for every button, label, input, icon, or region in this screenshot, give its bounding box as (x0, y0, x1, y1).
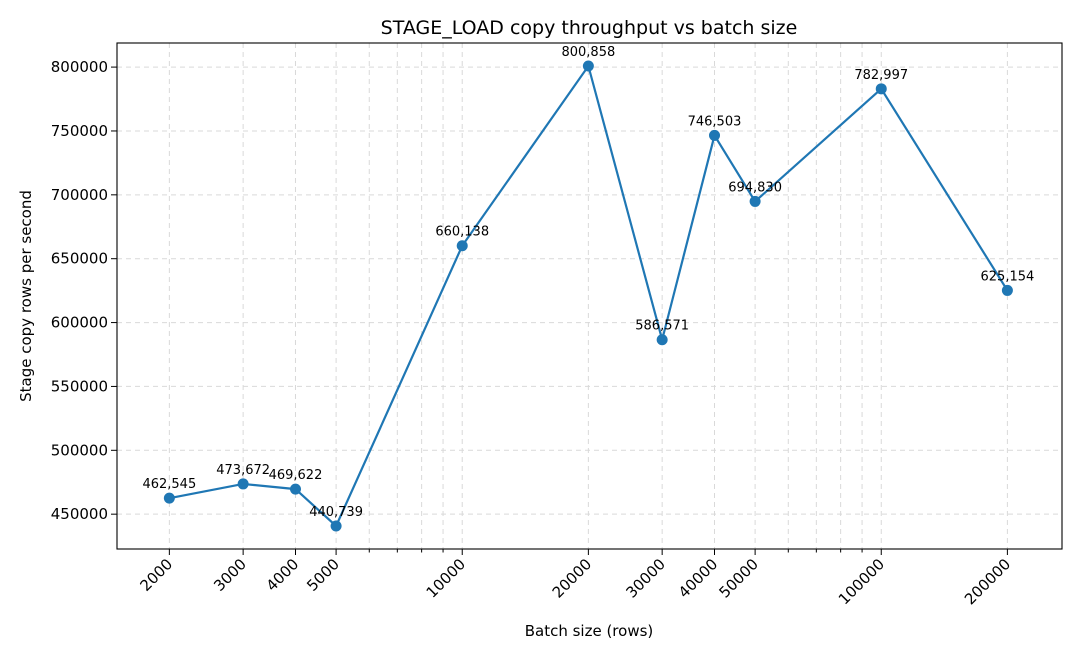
data-point (656, 334, 668, 346)
grid-layer (117, 43, 1062, 549)
plot-frame (116, 42, 1063, 550)
y-tick-label: 700000 (51, 186, 108, 204)
y-tick-label: 800000 (51, 58, 108, 76)
y-tick-label: 500000 (51, 441, 108, 459)
x-tick-label: 50000 (715, 555, 761, 601)
data-label: 440,739 (309, 505, 363, 520)
data-point (289, 483, 301, 495)
data-point (582, 60, 594, 72)
x-tick-label: 10000 (423, 555, 469, 601)
x-tick-label: 20000 (549, 555, 595, 601)
data-point (237, 478, 249, 490)
data-label: 694,830 (728, 180, 782, 195)
data-label: 469,622 (269, 468, 323, 483)
data-point (875, 83, 887, 95)
data-label: 660,138 (435, 225, 489, 240)
y-tick-label: 550000 (51, 377, 108, 395)
y-axis-label: Stage copy rows per second (17, 190, 35, 402)
data-label: 746,503 (688, 114, 742, 129)
x-tick-label: 5000 (303, 555, 343, 595)
y-tick-label: 450000 (51, 505, 108, 523)
data-label: 782,997 (854, 68, 908, 83)
data-point (749, 195, 761, 207)
x-tick-label: 200000 (961, 555, 1014, 608)
data-label: 625,154 (981, 269, 1035, 284)
data-point (163, 492, 175, 504)
chart-title: STAGE_LOAD copy throughput vs batch size (381, 17, 798, 39)
data-label: 473,672 (216, 463, 270, 478)
y-tick-label: 600000 (51, 314, 108, 332)
data-point (330, 520, 342, 532)
tick-layer: 2000 3000 4000 5000 10000 20000 30000 400005000… (51, 58, 1014, 608)
x-tick-label: 4000 (263, 555, 303, 595)
data-point (709, 129, 721, 141)
x-tick-label: 2000 (136, 555, 176, 595)
x-tick-label: 100000 (835, 555, 888, 608)
data-point (456, 240, 468, 252)
data-label: 586,571 (635, 319, 689, 334)
x-tick-label: 30000 (623, 555, 669, 601)
x-tick-label: 3000 (210, 555, 250, 595)
x-axis-label: Batch size (rows) (525, 622, 654, 640)
data-point (1001, 284, 1013, 296)
data-label: 800,858 (561, 45, 615, 60)
series-layer (163, 60, 1013, 532)
y-tick-label: 750000 (51, 122, 108, 140)
x-tick-label: 40000 (675, 555, 721, 601)
data-label: 462,545 (142, 477, 196, 492)
y-tick-label: 650000 (51, 250, 108, 268)
